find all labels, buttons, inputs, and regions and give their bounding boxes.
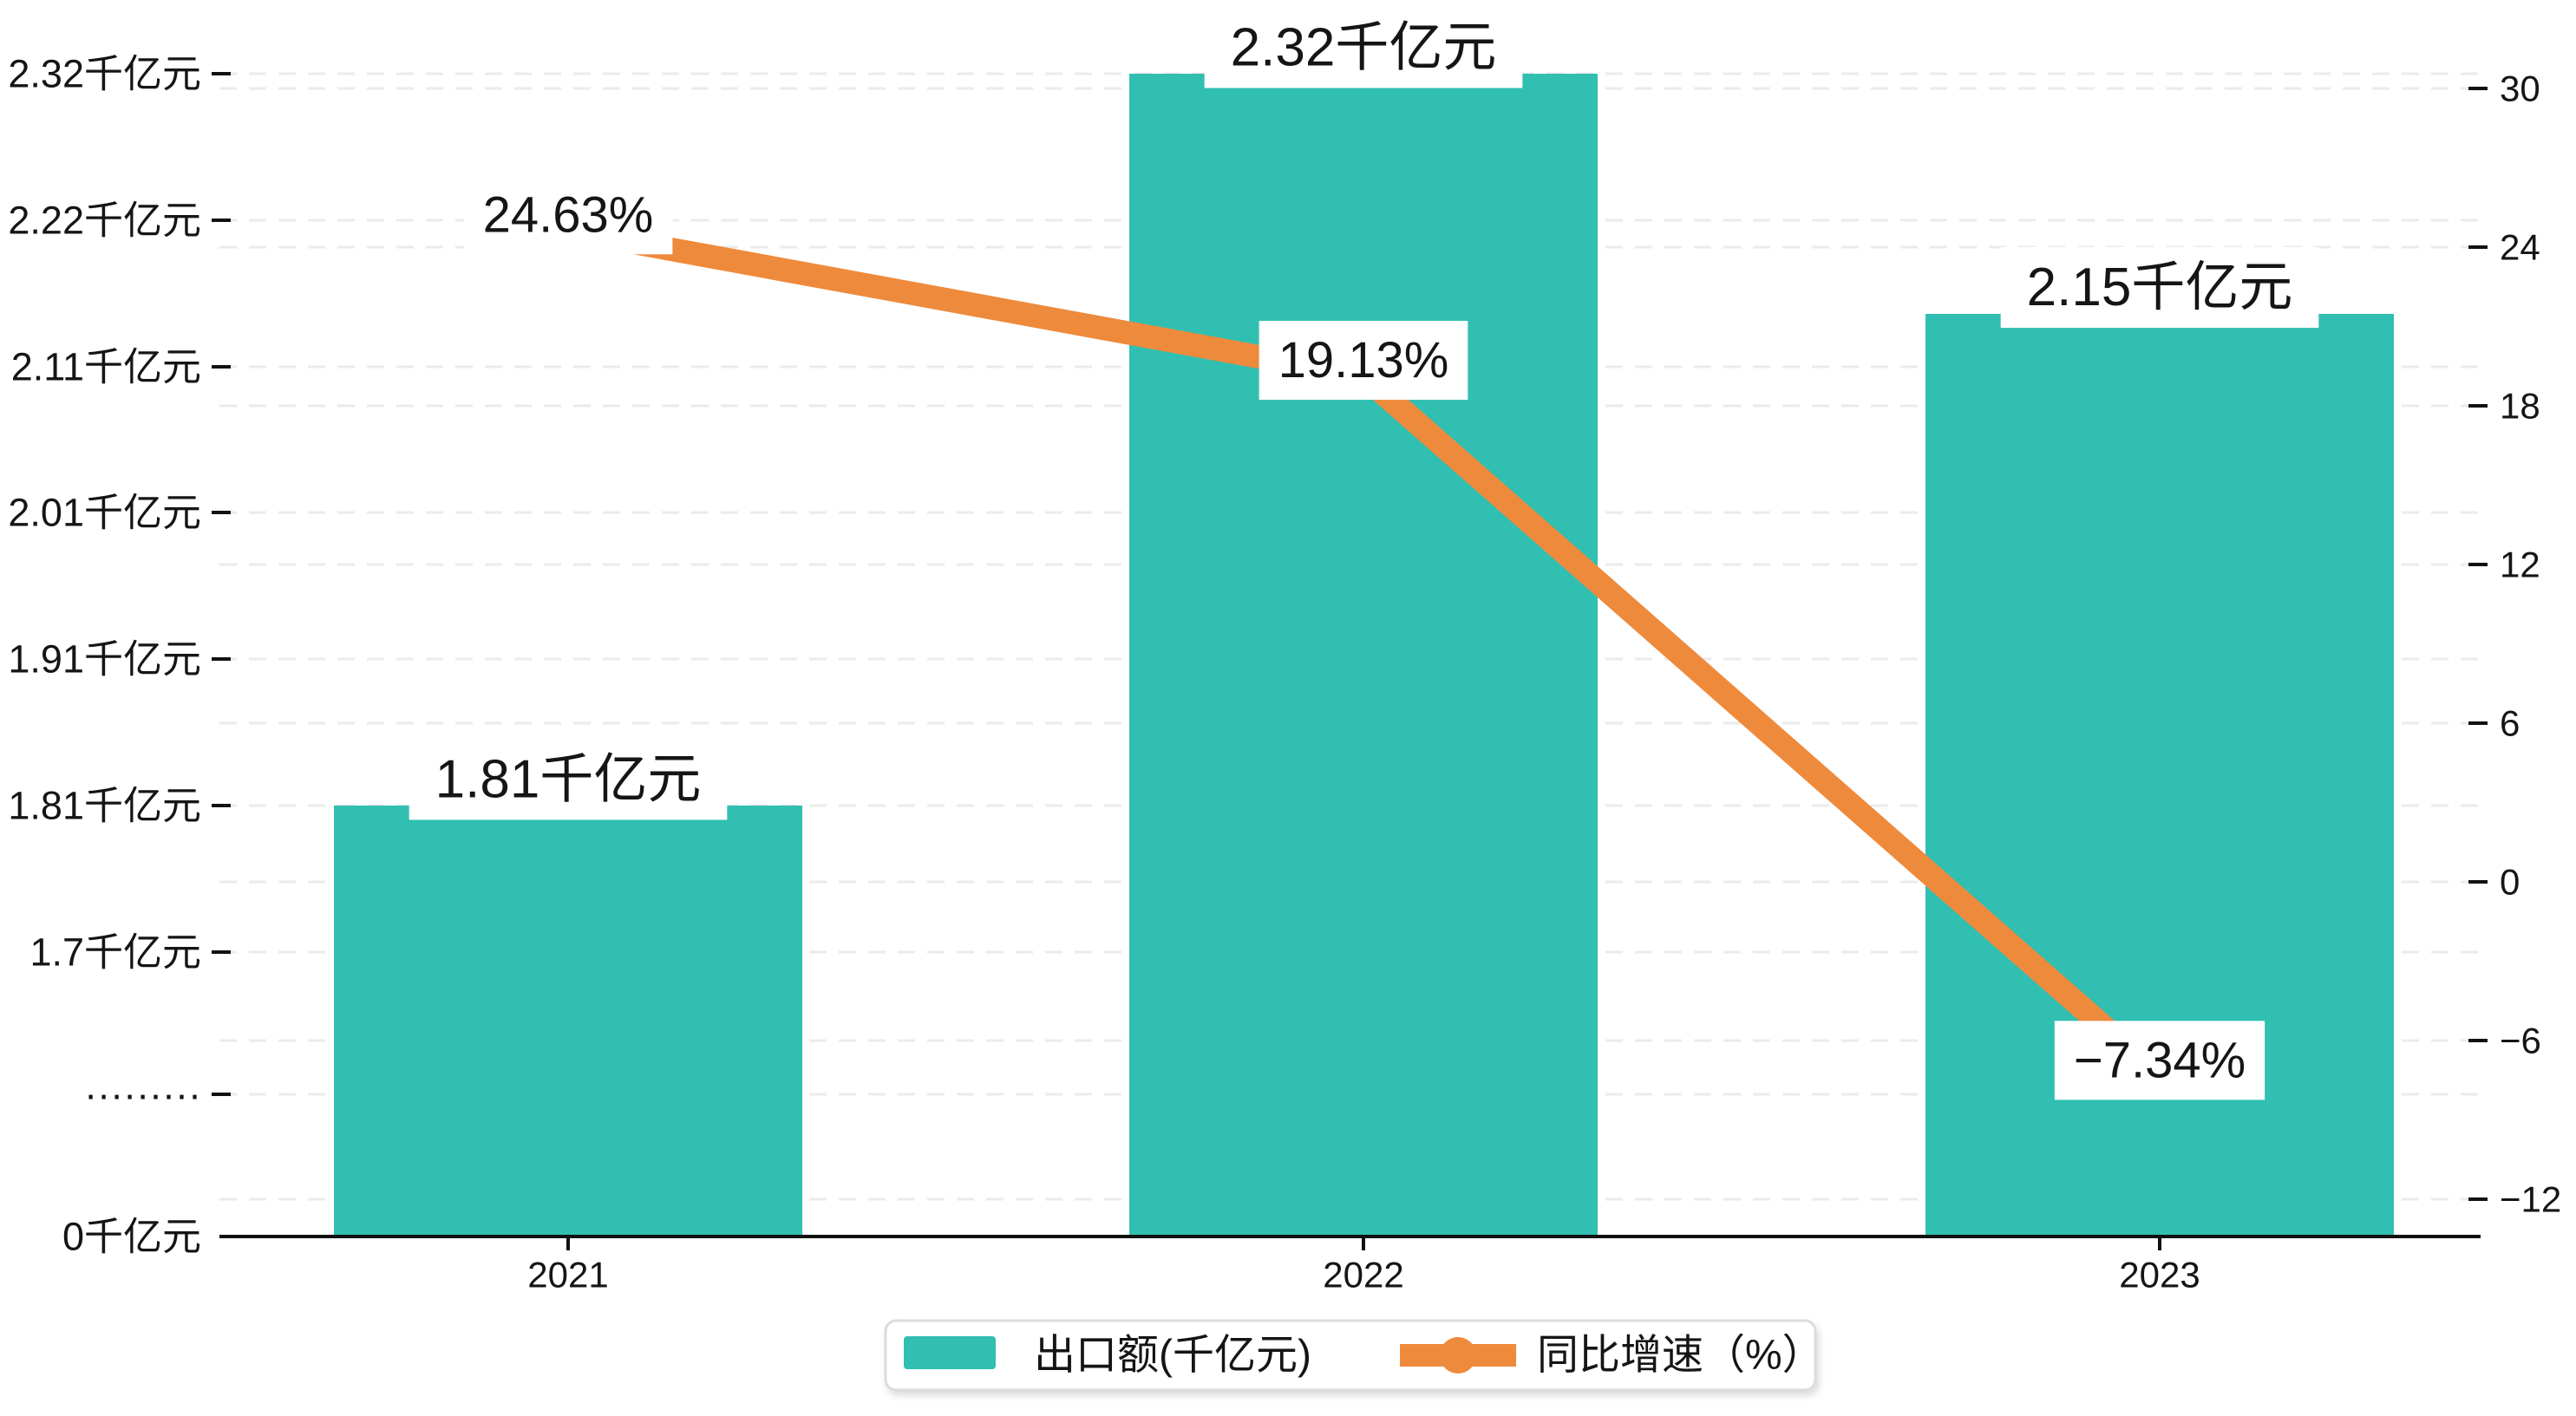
legend-label-growth: 同比增速（%）: [1537, 1333, 1824, 1379]
legend-item-export[interactable]: 出口额(千亿元): [904, 1333, 1311, 1379]
line-value-labels: 24.63% 19.13% −7.34%: [463, 175, 2265, 1100]
bar-label-2021: 1.81千亿元: [409, 739, 728, 820]
right-tick-label: 30: [2500, 69, 2540, 109]
line-dot-icon: [1440, 1337, 1476, 1374]
label-background: [463, 175, 673, 255]
x-tick-label: 2023: [2119, 1255, 2200, 1295]
label-background: [1259, 321, 1468, 401]
x-tick-label: 2022: [1323, 1255, 1403, 1295]
label-background: [2054, 1021, 2265, 1100]
left-tick-label: 1.7千亿元: [29, 930, 201, 975]
bar-series: [334, 74, 2394, 1235]
legend-item-growth[interactable]: 同比增速（%）: [1400, 1333, 1824, 1379]
right-tick-label: 12: [2500, 545, 2540, 585]
bar-label-2023: 2.15千亿元: [2000, 247, 2319, 329]
bar-value-labels: 1.81千亿元 2.32千亿元 2.15千亿元: [409, 7, 2319, 820]
right-tick-label: 18: [2500, 386, 2540, 427]
legend-box: [884, 1319, 1817, 1392]
pct-label-2022: 19.13%: [1259, 321, 1468, 401]
pct-label-text: 24.63%: [483, 186, 654, 243]
left-tick-label: 2.32千亿元: [8, 52, 201, 96]
pct-label-2023: −7.34%: [2054, 1021, 2265, 1100]
legend-label-export: 出口额(千亿元): [1034, 1333, 1311, 1379]
left-tick-label: 2.11千亿元: [11, 345, 201, 389]
left-tick-label: 2.01千亿元: [8, 491, 201, 535]
bar-2021: [334, 806, 802, 1235]
left-tick-label: 1.91千亿元: [8, 637, 201, 682]
pct-label-text: −7.34%: [2074, 1032, 2246, 1088]
right-tick-label: 0: [2500, 862, 2520, 903]
axes: 2021 2022 2023 2.32千亿元 2.22千亿元 2.11千亿元 2.01千亿元…: [8, 52, 2561, 1295]
left-tick-label: 1.81千亿元: [8, 784, 201, 828]
bar-label-2022: 2.32千亿元: [1204, 7, 1523, 88]
label-background: [2000, 247, 2319, 329]
legend: 出口额(千亿元) 同比增速（%）: [884, 1319, 1824, 1392]
left-tick-label: ·········: [84, 1073, 201, 1117]
bar-label-text: 1.81千亿元: [435, 750, 702, 810]
label-background: [409, 739, 728, 820]
right-tick-label: −6: [2500, 1021, 2541, 1061]
bar-swatch-icon: [904, 1336, 996, 1369]
x-tick-label: 2021: [527, 1255, 608, 1295]
left-tick-label: 0千亿元: [62, 1215, 201, 1259]
bar-label-text: 2.15千亿元: [2027, 258, 2293, 317]
bar-2022: [1129, 74, 1598, 1235]
label-background: [1204, 7, 1523, 88]
right-tick-label: −12: [2500, 1179, 2561, 1220]
bar-label-text: 2.32千亿元: [1231, 18, 1497, 78]
pct-label-2021: 24.63%: [463, 175, 673, 255]
pct-label-text: 19.13%: [1278, 332, 1449, 388]
left-tick-label: 2.22千亿元: [8, 199, 201, 243]
right-tick-label: 6: [2500, 703, 2520, 744]
right-tick-label: 24: [2500, 227, 2540, 268]
